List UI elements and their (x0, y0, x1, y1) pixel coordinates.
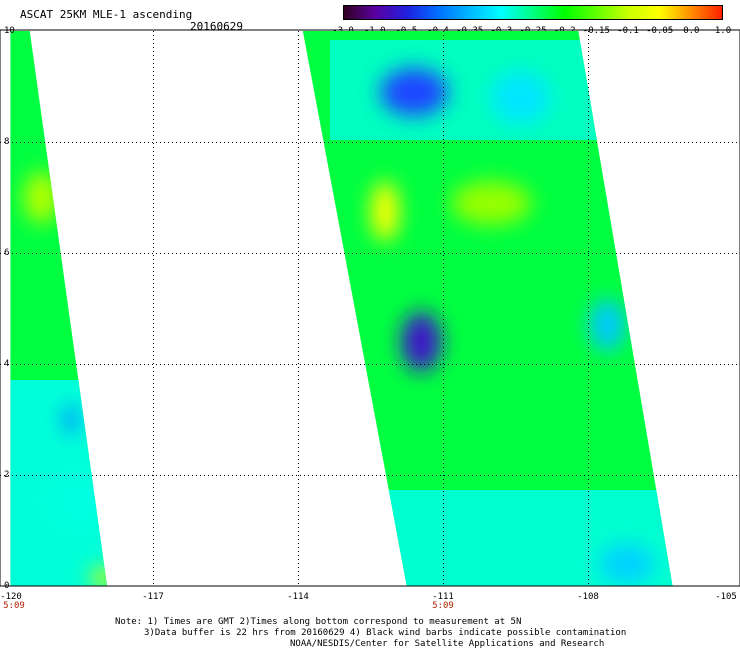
wind-feature (401, 311, 442, 372)
colorbar-tick: -0.1 (617, 26, 639, 36)
time-label: 5:09 (3, 601, 25, 611)
latitude-tick: 8 (4, 137, 10, 147)
latitude-tick: 4 (4, 359, 10, 369)
latitude-tick: 0 (4, 581, 10, 591)
longitude-tick: -120 (0, 592, 22, 602)
longitude-tick: -105 (715, 592, 737, 602)
longitude-tick: -114 (287, 592, 309, 602)
latitude-tick: 10 (4, 26, 15, 36)
note-line-2: 3)Data buffer is 22 hrs from 20160629 4)… (144, 628, 627, 638)
swath-east-north-fill (330, 40, 600, 140)
wind-feature (490, 71, 551, 124)
wind-feature (380, 68, 448, 117)
note-line-1: Note: 1) Times are GMT 2)Times along bot… (115, 617, 522, 627)
wind-feature (371, 181, 399, 242)
longitude-tick: -108 (577, 592, 599, 602)
wind-features (23, 68, 655, 586)
wind-feature (90, 567, 119, 586)
wind-feature (451, 181, 532, 226)
time-label: 5:09 (432, 601, 454, 611)
wind-feature (44, 474, 117, 531)
longitude-tick: -111 (432, 592, 454, 602)
note-line-3: NOAA/NESDIS/Center for Satellite Applica… (290, 639, 605, 649)
latitude-tick: 6 (4, 248, 10, 258)
swath-west-cyan-fill (10, 380, 300, 586)
wind-feature (23, 171, 60, 224)
wind-feature (598, 543, 655, 584)
colorbar-tick: -0.05 (646, 26, 674, 36)
latitude-tick: 2 (4, 470, 10, 480)
longitude-tick: -117 (142, 592, 164, 602)
colorbar-tick: -0.15 (582, 26, 610, 36)
map-grid (0, 31, 740, 586)
map-title: ASCAT 25KM MLE-1 ascending (20, 8, 193, 21)
map-frame (0, 29, 740, 587)
colorbar-tick: 0.0 (683, 26, 700, 36)
colorbar (343, 5, 723, 20)
colorbar-tick: 1.0 (714, 26, 732, 36)
wind-feature (62, 403, 79, 436)
wind-feature (589, 299, 626, 352)
